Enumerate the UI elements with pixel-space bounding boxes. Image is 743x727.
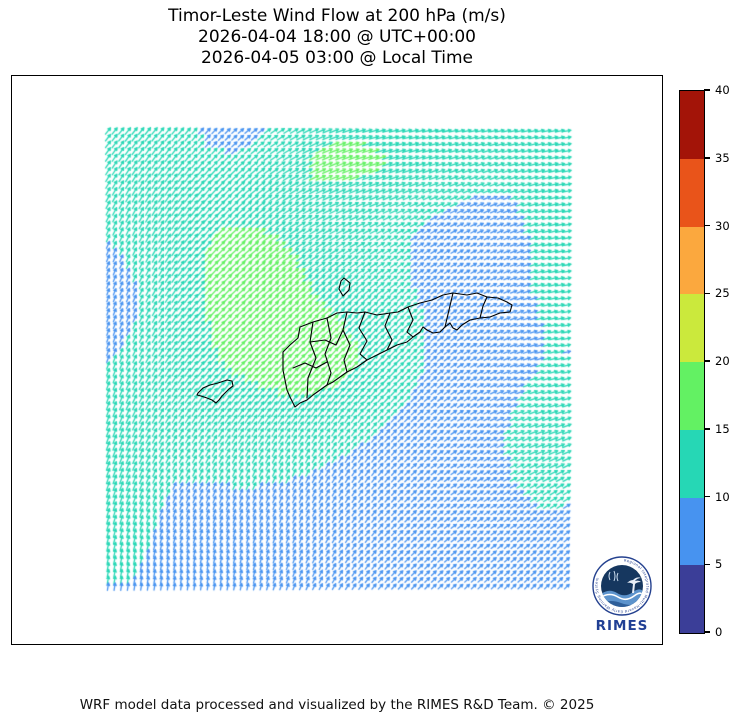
logo-rimes-text: RIMES (596, 618, 649, 634)
colorbar (679, 90, 705, 634)
colorbar-segment (680, 429, 704, 498)
rimes-logo: Regional Integrated Multi-Hazard Early W… (592, 550, 654, 636)
colorbar-segment (680, 294, 704, 362)
footer-credit: WRF model data processed and visualized … (79, 697, 595, 713)
colorbar-segment (680, 497, 704, 566)
colorbar-segment (680, 362, 704, 430)
rimes-logo-svg: Regional Integrated Multi-Hazard Early W… (592, 556, 652, 634)
colorbar-segment (680, 226, 704, 295)
colorbar-segment (680, 158, 704, 227)
colorbar-segment (680, 565, 704, 633)
colorbar-segment (680, 91, 704, 159)
